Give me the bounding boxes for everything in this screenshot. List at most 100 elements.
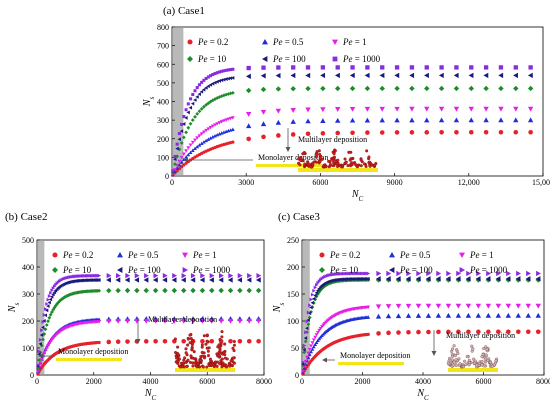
legend-label: Pe = 0.5: [127, 250, 159, 260]
data-point: [42, 351, 47, 356]
data-point: [217, 121, 222, 125]
data-point: [505, 276, 511, 282]
data-point: [215, 122, 220, 126]
data-point: [219, 94, 224, 99]
data-point: [219, 120, 224, 124]
data-point: [320, 85, 326, 92]
data-point: [213, 72, 217, 76]
data-point: [181, 338, 186, 344]
data-point: [415, 313, 422, 318]
panel-title: (a) Case1: [163, 5, 205, 17]
series-5: [171, 65, 533, 173]
inset-particle: [204, 342, 208, 346]
data-point: [495, 303, 502, 309]
data-point: [186, 125, 191, 130]
inset-particle: [456, 351, 460, 355]
inset-particle: [373, 163, 377, 167]
data-point: [409, 85, 415, 92]
data-point: [209, 287, 215, 294]
data-point: [228, 338, 233, 344]
data-point: [305, 85, 311, 92]
data-point: [379, 130, 385, 135]
data-point: [485, 312, 492, 318]
data-point: [496, 270, 502, 277]
data-point: [455, 303, 462, 309]
data-point: [485, 276, 491, 282]
data-point: [195, 136, 200, 140]
data-point: [173, 168, 177, 172]
data-point: [475, 303, 482, 309]
data-point: [309, 344, 313, 348]
data-point: [193, 89, 197, 93]
data-point: [181, 135, 186, 140]
data-point: [197, 109, 202, 114]
data-point: [290, 132, 296, 137]
data-point: [231, 67, 235, 71]
data-point: [349, 85, 356, 92]
data-point: [313, 293, 317, 298]
inset-particle: [475, 363, 479, 367]
data-point: [218, 318, 224, 324]
data-point: [483, 117, 489, 123]
data-point: [275, 119, 282, 125]
data-point: [456, 329, 461, 335]
y-tick-label: 600: [157, 60, 169, 69]
legend-marker: [182, 267, 188, 273]
data-point: [469, 65, 474, 70]
data-point: [171, 277, 177, 283]
data-point: [455, 276, 461, 282]
legend-marker: [117, 252, 123, 258]
data-point: [197, 134, 202, 138]
data-point: [228, 91, 233, 96]
legend-item: Pe = 1: [182, 250, 217, 260]
inset-particle: [452, 363, 456, 367]
data-point: [204, 102, 209, 107]
data-point: [424, 117, 430, 123]
data-point: [204, 76, 208, 81]
data-point: [335, 72, 340, 79]
data-point: [476, 270, 482, 277]
data-point: [304, 330, 308, 335]
data-point: [190, 272, 196, 279]
data-point: [213, 97, 217, 101]
data-point: [190, 277, 196, 283]
series-4: [170, 72, 533, 174]
data-point: [394, 85, 400, 92]
y-tick-label: 0: [295, 371, 299, 380]
inset-particle: [219, 342, 223, 346]
plot-frame: [301, 239, 545, 376]
data-point: [256, 338, 261, 344]
data-point: [237, 338, 243, 344]
data-point: [454, 65, 459, 70]
inset-particle: [318, 159, 322, 164]
inset-particle: [206, 349, 210, 353]
monolayer-label: Monolayer deposition: [340, 351, 410, 360]
data-point: [305, 72, 311, 79]
data-point: [38, 337, 43, 342]
inset-particle: [355, 164, 359, 168]
data-point: [180, 318, 187, 324]
inset-particle: [203, 356, 207, 360]
data-point: [245, 111, 252, 117]
data-point: [394, 106, 400, 112]
data-point: [506, 270, 512, 277]
data-point: [177, 159, 182, 164]
legend-label: Pe = 0.2: [329, 250, 360, 260]
data-point: [306, 318, 310, 322]
data-point: [245, 123, 252, 129]
data-point: [199, 287, 206, 294]
inset-particle: [228, 364, 232, 368]
data-point: [260, 73, 266, 79]
data-point: [215, 96, 220, 100]
data-point: [375, 313, 382, 319]
data-point: [306, 351, 311, 355]
data-point: [39, 358, 44, 362]
data-point: [439, 129, 444, 135]
y-tick-label: 0: [165, 172, 169, 181]
data-point: [181, 122, 186, 126]
data-point: [498, 106, 504, 112]
data-point: [229, 68, 233, 72]
data-point: [385, 276, 391, 282]
data-point: [246, 318, 252, 324]
